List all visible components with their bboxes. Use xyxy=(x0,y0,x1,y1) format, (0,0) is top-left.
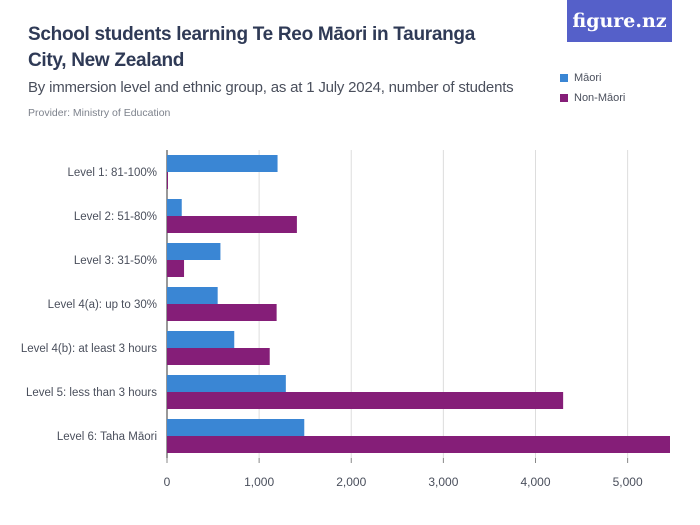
bar-non-maori xyxy=(167,216,297,233)
bar-maori xyxy=(167,331,235,348)
bar-maori xyxy=(167,199,182,216)
legend-swatch-maori xyxy=(560,74,568,82)
category-label: Level 4(a): up to 30% xyxy=(48,299,157,311)
x-tick-label: 5,000 xyxy=(613,475,643,489)
bar-non-maori xyxy=(167,260,185,277)
category-label: Level 3: 31-50% xyxy=(74,255,157,267)
legend-swatch-non-maori xyxy=(560,94,568,102)
x-tick-label: 3,000 xyxy=(428,475,458,489)
bar-non-maori xyxy=(167,392,564,409)
bar-maori xyxy=(167,287,218,304)
category-label: Level 2: 51-80% xyxy=(74,211,157,223)
bar-non-maori xyxy=(167,304,277,321)
chart-legend: Māori Non-Māori xyxy=(560,68,625,108)
x-tick-label: 2,000 xyxy=(336,475,366,489)
bar-non-maori xyxy=(167,436,670,453)
chart-subtitle: By immersion level and ethnic group, as … xyxy=(28,79,514,96)
chart-title: School students learning Te Reo Māori in… xyxy=(28,24,475,71)
category-label: Level 6: Taha Māori xyxy=(57,431,157,443)
category-label: Level 5: less than 3 hours xyxy=(26,387,157,399)
provider-credit: Provider: Ministry of Education xyxy=(28,107,171,119)
bar-maori xyxy=(167,243,221,260)
bar-maori xyxy=(167,375,286,392)
x-tick-label: 4,000 xyxy=(520,475,550,489)
legend-item-non-maori: Non-Māori xyxy=(560,88,625,108)
bar-maori xyxy=(167,419,305,436)
bar-maori xyxy=(167,155,278,172)
figure-nz-logo[interactable]: figure.nz xyxy=(567,0,672,42)
bar-non-maori xyxy=(167,348,270,365)
x-tick-label: 1,000 xyxy=(244,475,274,489)
x-tick-label: 0 xyxy=(164,475,171,489)
legend-item-maori: Māori xyxy=(560,68,625,88)
category-label: Level 4(b): at least 3 hours xyxy=(21,343,157,355)
legend-label-maori: Māori xyxy=(574,72,602,84)
bar-non-maori xyxy=(167,172,168,189)
legend-label-non-maori: Non-Māori xyxy=(574,92,626,104)
category-label: Level 1: 81-100% xyxy=(67,167,157,179)
